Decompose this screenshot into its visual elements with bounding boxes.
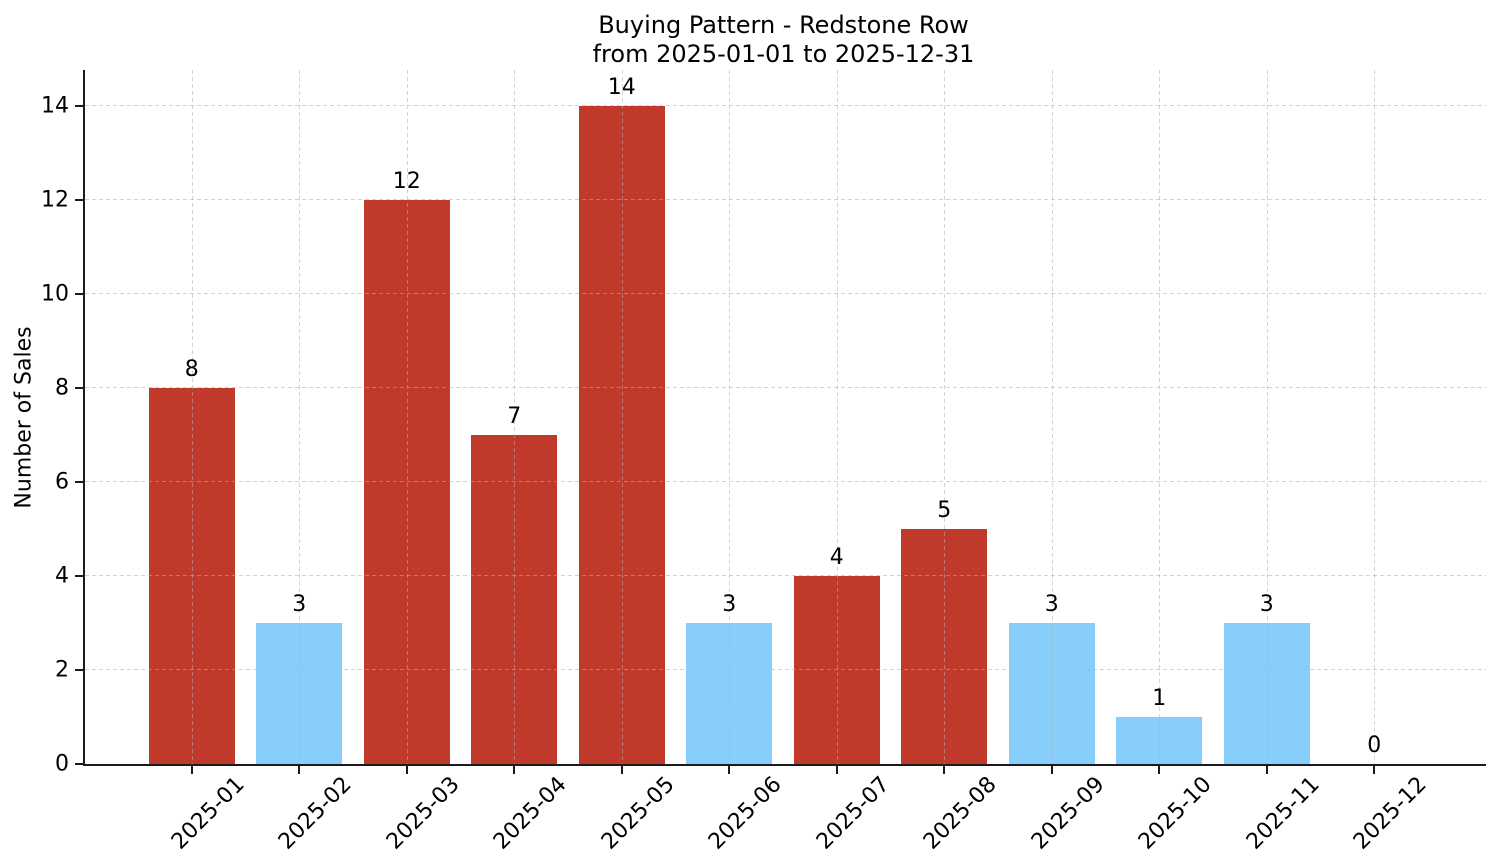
category-column: 3 2025-09 — [998, 70, 1109, 855]
vertical-gridline — [514, 70, 516, 764]
bar-value-label: 5 — [937, 498, 952, 524]
category-column: 7 2025-04 — [461, 70, 572, 855]
x-tick-mark — [1373, 766, 1376, 774]
vertical-gridline — [729, 70, 731, 764]
bar-value-label: 3 — [1259, 592, 1274, 618]
category-column: 3 2025-06 — [676, 70, 787, 855]
horizontal-gridline — [85, 387, 1486, 389]
plot-area: 8 2025-01 3 2025-02 12 2025-03 7 2025-04 14 2025-… — [41, 70, 1486, 855]
x-tick-label: 2025-08 — [919, 772, 1002, 855]
y-tick-label: 2 — [55, 657, 69, 683]
bar-value-label: 3 — [1044, 592, 1059, 618]
bar-columns: 8 2025-01 3 2025-02 12 2025-03 7 2025-04 14 2025-… — [138, 70, 1432, 855]
x-tick-mark — [513, 766, 516, 774]
x-tick-label: 2025-03 — [381, 772, 465, 855]
horizontal-gridline — [85, 293, 1486, 295]
y-tick-label: 4 — [55, 563, 69, 589]
vertical-gridline — [621, 70, 623, 764]
chart-title-block: Buying Pattern - Redstone Row from 2025-… — [83, 11, 1484, 69]
x-tick-label: 2025-01 — [166, 772, 250, 855]
bar-value-label: 3 — [292, 592, 307, 618]
chart-title: Buying Pattern - Redstone Row — [598, 11, 969, 39]
vertical-gridline — [1051, 70, 1053, 764]
x-tick-mark — [620, 766, 623, 774]
x-tick-mark — [190, 766, 193, 774]
bar-value-label: 4 — [829, 545, 844, 571]
vertical-gridline — [1374, 70, 1376, 764]
bar-value-label: 8 — [184, 357, 199, 383]
y-tick-mark — [75, 763, 83, 765]
bar-value-label: 0 — [1367, 733, 1382, 758]
x-tick-mark — [405, 766, 408, 774]
vertical-gridline — [836, 70, 838, 764]
y-axis-label-box: Number of Sales — [2, 70, 46, 764]
bar-value-label: 14 — [607, 75, 636, 101]
y-tick-mark — [75, 199, 83, 202]
vertical-gridline — [406, 70, 408, 764]
x-tick-label: 2025-09 — [1026, 772, 1110, 855]
y-tick-mark — [75, 105, 83, 108]
y-tick-mark — [75, 293, 83, 296]
vertical-gridline — [299, 70, 301, 764]
x-tick-label: 2025-11 — [1241, 772, 1325, 855]
horizontal-gridline — [85, 575, 1486, 577]
bar-value-label: 1 — [1152, 686, 1167, 712]
horizontal-gridline — [85, 481, 1486, 483]
x-tick-mark — [1158, 766, 1161, 774]
category-column: 5 2025-08 — [891, 70, 1002, 855]
horizontal-gridline — [85, 669, 1486, 671]
category-column: 1 2025-10 — [1106, 70, 1217, 855]
category-column: 8 2025-01 — [138, 70, 249, 855]
y-tick-label: 0 — [55, 751, 69, 777]
y-tick-label: 6 — [55, 469, 69, 495]
x-tick-label: 2025-04 — [489, 772, 572, 855]
category-column: 0 2025-12 — [1321, 70, 1432, 855]
y-tick-label: 12 — [41, 187, 69, 213]
vertical-gridline — [944, 70, 946, 764]
bar-value-label: 12 — [392, 169, 421, 195]
y-tick-mark — [75, 669, 83, 672]
category-column: 3 2025-11 — [1213, 70, 1324, 855]
x-tick-mark — [728, 766, 731, 774]
y-axis-label: Number of Sales — [11, 325, 37, 509]
y-tick-mark — [75, 575, 83, 578]
category-column: 3 2025-02 — [246, 70, 357, 855]
x-tick-label: 2025-10 — [1134, 772, 1217, 855]
y-tick-mark — [75, 481, 83, 484]
x-tick-mark — [1265, 766, 1268, 774]
bar-value-label: 3 — [722, 592, 737, 618]
y-tick-label: 14 — [41, 93, 69, 119]
vertical-gridline — [1159, 70, 1161, 764]
bar-value-label: 7 — [507, 404, 522, 430]
x-tick-label: 2025-06 — [704, 772, 787, 855]
horizontal-gridline — [85, 199, 1486, 201]
x-tick-mark — [943, 766, 946, 774]
x-tick-label: 2025-02 — [274, 772, 357, 855]
x-tick-mark — [298, 766, 301, 774]
horizontal-gridline — [85, 105, 1486, 107]
x-tick-label: 2025-12 — [1349, 772, 1432, 855]
category-column: 4 2025-07 — [783, 70, 894, 855]
vertical-gridline — [1266, 70, 1268, 764]
y-tick-mark — [75, 387, 83, 390]
y-tick-label: 8 — [55, 375, 69, 401]
chart-subtitle: from 2025-01-01 to 2025-12-31 — [592, 40, 975, 68]
x-tick-mark — [835, 766, 838, 774]
y-tick-label: 10 — [41, 281, 69, 307]
x-tick-label: 2025-07 — [811, 772, 895, 855]
vertical-gridline — [191, 70, 193, 764]
x-tick-mark — [1050, 766, 1053, 774]
category-column: 14 2025-05 — [568, 70, 679, 855]
x-tick-label: 2025-05 — [596, 772, 680, 855]
category-column: 12 2025-03 — [353, 70, 464, 855]
